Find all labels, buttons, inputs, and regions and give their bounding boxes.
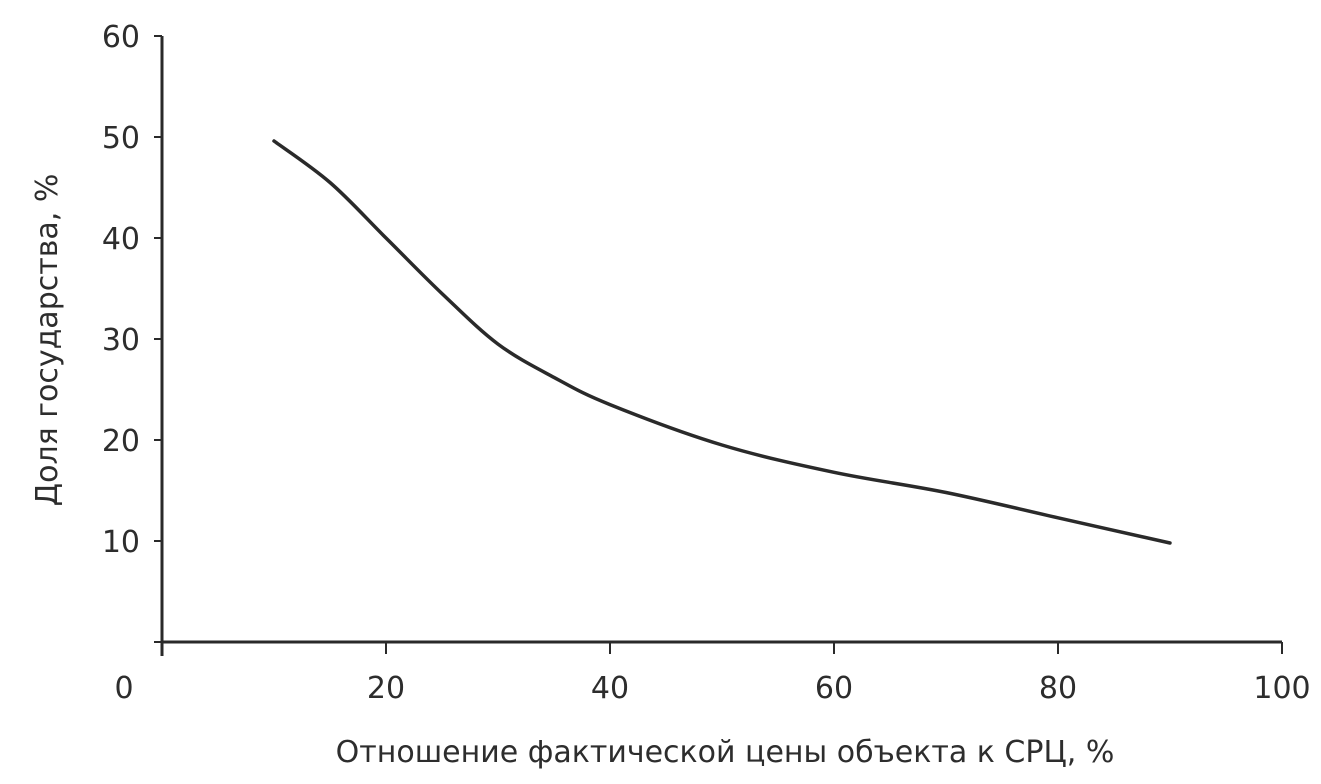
x-axis-title: Отношение фактической цены объекта к СРЦ… (336, 735, 1115, 770)
x-tick-label: 60 (815, 671, 853, 706)
y-tick-label: 50 (102, 121, 140, 156)
series-line (272, 139, 1172, 545)
plot-area: 10 20 30 40 50 60 20 40 60 80 100 (102, 20, 1311, 706)
x-tick-label: 20 (367, 671, 405, 706)
y-tick-label: 60 (102, 20, 140, 55)
y-tick-label: 30 (102, 323, 140, 358)
y-tick-label: 20 (102, 424, 140, 459)
x-tick-label: 40 (591, 671, 629, 706)
y-tick-label: 10 (102, 525, 140, 560)
y-tick-label: 40 (102, 222, 140, 257)
y-axis-title: Доля государства, % (30, 174, 65, 507)
origin-label: 0 (114, 671, 133, 706)
x-tick-label: 100 (1253, 671, 1310, 706)
x-tick-label: 80 (1039, 671, 1077, 706)
